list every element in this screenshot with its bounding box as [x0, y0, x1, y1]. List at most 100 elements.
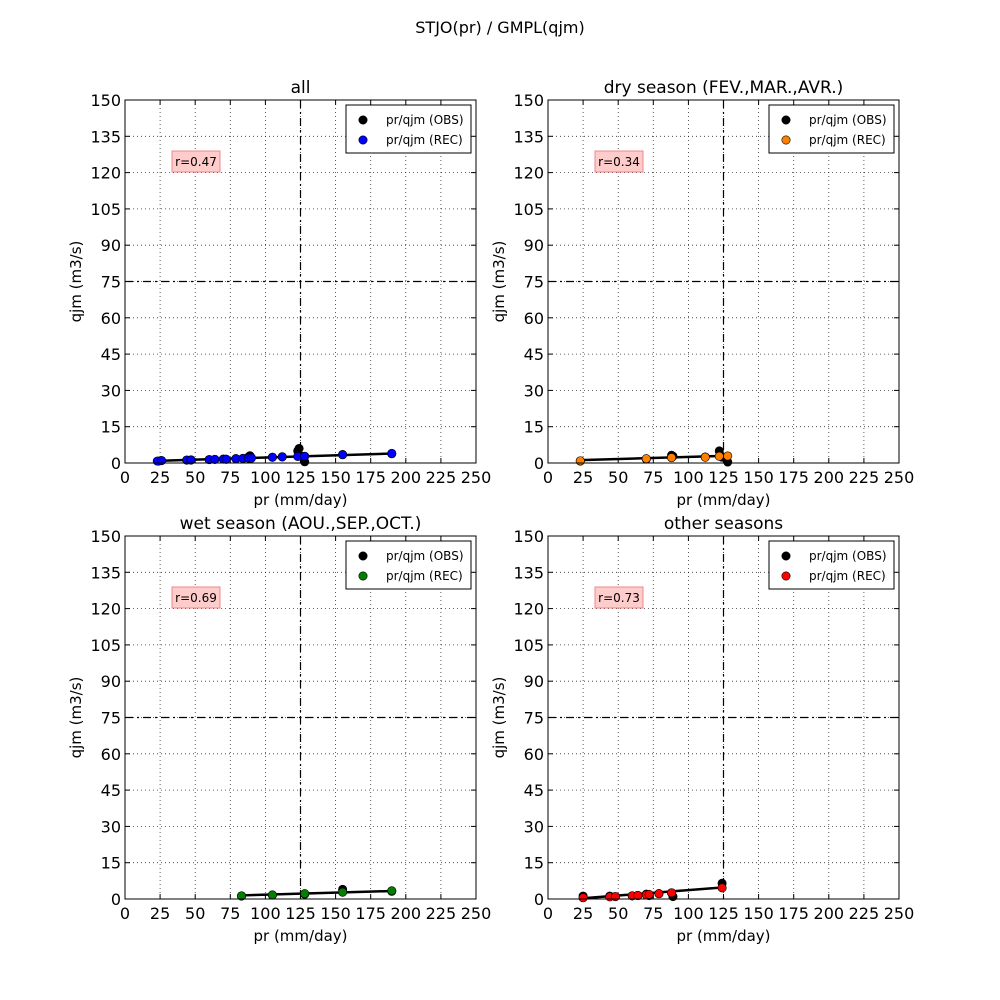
y-tick-label: 0 [111, 454, 121, 473]
plot-frame [124, 535, 477, 900]
correlation-box [171, 586, 221, 609]
y-tick-label: 135 [513, 127, 544, 146]
y-tick-label: 45 [524, 345, 544, 364]
legend-label: pr/qjm (REC) [809, 569, 886, 583]
y-tick-label: 30 [101, 381, 121, 400]
x-tick-label: 250 [461, 904, 492, 923]
legend-marker [358, 551, 368, 561]
y-tick-label: 90 [101, 236, 121, 255]
y-tick-label: 135 [513, 563, 544, 582]
x-tick-label: 175 [778, 904, 809, 923]
data-point [717, 883, 727, 893]
x-tick-label: 125 [285, 468, 316, 487]
data-point [633, 890, 643, 900]
x-tick-label: 150 [743, 468, 774, 487]
plot-frame [124, 99, 477, 464]
fit-line [241, 889, 392, 897]
x-tick-label: 25 [573, 468, 593, 487]
y-axis-label: qjm (m3/s) [490, 677, 508, 759]
data-point [246, 453, 256, 463]
x-tick-label: 225 [849, 904, 880, 923]
y-tick-label: 0 [534, 454, 544, 473]
data-point [267, 452, 277, 462]
x-tick-label: 150 [320, 468, 351, 487]
y-tick-label: 120 [513, 600, 544, 619]
y-tick-label: 30 [524, 817, 544, 836]
x-tick-label: 250 [884, 904, 915, 923]
series-rec [237, 886, 397, 901]
data-point [267, 890, 277, 900]
x-tick-label: 100 [673, 904, 704, 923]
y-tick-label: 105 [90, 636, 121, 655]
x-tick-label: 100 [673, 468, 704, 487]
plot-frame [547, 535, 900, 900]
data-point [338, 887, 348, 897]
x-tick-label: 225 [426, 904, 457, 923]
y-axis-label: qjm (m3/s) [490, 241, 508, 323]
y-tick-label: 75 [524, 709, 544, 728]
y-tick-label: 120 [90, 600, 121, 619]
correlation-box [594, 586, 644, 609]
x-tick-label: 125 [285, 904, 316, 923]
data-point [210, 454, 220, 464]
x-tick-label: 225 [849, 468, 880, 487]
data-point [578, 893, 588, 903]
x-tick-label: 200 [391, 468, 422, 487]
legend-label: pr/qjm (REC) [386, 133, 463, 147]
x-tick-label: 75 [643, 468, 663, 487]
y-tick-label: 105 [90, 200, 121, 219]
x-axis-label: pr (mm/day) [253, 491, 347, 509]
x-tick-label: 175 [355, 468, 386, 487]
data-point [723, 451, 733, 461]
legend-marker [358, 135, 368, 145]
y-tick-label: 75 [101, 709, 121, 728]
y-tick-label: 150 [513, 91, 544, 110]
x-tick-label: 25 [573, 904, 593, 923]
y-tick-label: 120 [513, 164, 544, 183]
x-tick-label: 50 [608, 468, 628, 487]
correlation-label: r=0.73 [598, 591, 640, 605]
x-axis-label: pr (mm/day) [676, 927, 770, 945]
y-tick-label: 105 [513, 200, 544, 219]
y-tick-label: 30 [524, 381, 544, 400]
y-tick-label: 15 [524, 854, 544, 873]
legend: pr/qjm (OBS) pr/qjm (REC) [345, 540, 472, 590]
y-tick-label: 45 [101, 345, 121, 364]
data-point [338, 450, 348, 460]
x-tick-label: 175 [355, 904, 386, 923]
y-axis-label: qjm (m3/s) [67, 241, 85, 323]
correlation-label: r=0.34 [598, 155, 640, 169]
y-tick-label: 0 [534, 890, 544, 909]
data-point [300, 889, 310, 899]
correlation-box [594, 150, 644, 173]
legend: pr/qjm (OBS) pr/qjm (REC) [345, 104, 472, 154]
x-tick-label: 200 [391, 904, 422, 923]
legend-box [345, 540, 472, 590]
y-tick-label: 150 [90, 527, 121, 546]
x-tick-label: 150 [743, 904, 774, 923]
y-tick-label: 150 [513, 527, 544, 546]
legend-label: pr/qjm (OBS) [386, 113, 464, 127]
data-point [300, 451, 310, 461]
data-point [186, 455, 196, 465]
series-rec [578, 883, 727, 903]
y-tick-label: 0 [111, 890, 121, 909]
y-tick-label: 30 [101, 817, 121, 836]
x-tick-label: 150 [320, 904, 351, 923]
plot-frame [547, 99, 900, 464]
data-point [277, 452, 287, 462]
y-tick-label: 135 [90, 563, 121, 582]
subplot-title: wet season (AOU.,SEP.,OCT.) [180, 514, 422, 534]
legend-marker [781, 551, 791, 561]
y-tick-label: 135 [90, 127, 121, 146]
legend-box [768, 104, 895, 154]
legend-marker [781, 135, 791, 145]
correlation-label: r=0.69 [175, 591, 217, 605]
subplot-title: dry season (FEV.,MAR.,AVR.) [604, 78, 844, 98]
y-tick-label: 15 [524, 418, 544, 437]
subplot-title: all [291, 78, 311, 98]
legend-label: pr/qjm (REC) [386, 569, 463, 583]
x-tick-label: 50 [185, 904, 205, 923]
